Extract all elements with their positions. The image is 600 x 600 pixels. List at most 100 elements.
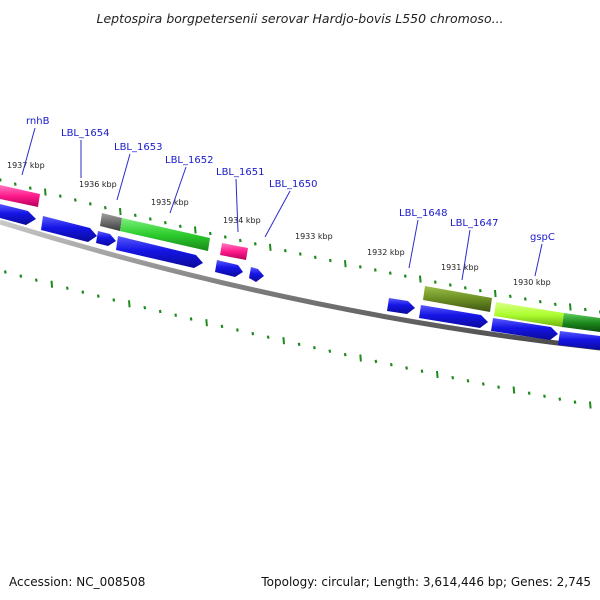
- leader-line: [461, 229, 471, 281]
- minor-tick: [313, 345, 316, 350]
- minor-tick: [238, 238, 242, 243]
- minor-tick: [208, 231, 212, 236]
- gene-label-rnhB[interactable]: rnhB: [21, 116, 50, 176]
- map-title: Leptospira borgpetersenii serovar Hardjo…: [96, 11, 503, 26]
- feature-LBL_1651-pink[interactable]: [220, 243, 248, 260]
- feature-LBL_1654-gray[interactable]: [100, 213, 122, 231]
- cds-arrow[interactable]: [96, 231, 116, 246]
- minor-tick: [253, 242, 257, 246]
- major-tick: [128, 300, 131, 308]
- minor-tick: [433, 280, 437, 284]
- gene-labels: rnhB LBL_1654 LBL_1653 LBL_1652 LBL_1651…: [21, 116, 555, 281]
- minor-tick: [328, 258, 332, 263]
- minor-tick: [112, 298, 116, 302]
- gene-label-LBL_1647[interactable]: LBL_1647: [450, 218, 498, 281]
- minor-tick: [266, 335, 270, 339]
- leader-line: [264, 190, 291, 238]
- minor-tick: [481, 382, 485, 386]
- gene-label-gspC[interactable]: gspC: [530, 232, 555, 277]
- axis-label: 1932 kbp: [367, 248, 405, 257]
- feature-LBL_1653-green[interactable]: [120, 218, 210, 251]
- minor-tick: [297, 342, 301, 347]
- gene-label-text: LBL_1651: [216, 167, 264, 178]
- leader-line: [169, 166, 187, 214]
- minor-tick: [538, 299, 542, 304]
- axis-label: 1934 kbp: [223, 216, 261, 225]
- major-tick: [359, 354, 362, 362]
- minor-tick: [298, 252, 302, 256]
- minor-tick: [73, 198, 77, 202]
- major-tick: [269, 243, 272, 251]
- cds-arrow[interactable]: [116, 236, 203, 268]
- major-tick: [205, 319, 208, 327]
- minor-tick: [403, 274, 407, 278]
- cds-arrow[interactable]: [387, 298, 415, 314]
- minor-tick: [220, 324, 224, 329]
- major-tick: [589, 401, 592, 409]
- chromosome-backbone: [0, 219, 600, 351]
- minor-tick: [148, 217, 152, 221]
- gene-label-text: gspC: [530, 232, 555, 243]
- minor-tick: [189, 317, 193, 321]
- minor-tick: [448, 283, 452, 287]
- minor-tick: [328, 349, 332, 353]
- leader-line: [235, 178, 239, 233]
- feature-rnhB[interactable]: [0, 185, 40, 207]
- axis-labels: 1937 kbp 1936 kbp 1935 kbp 1934 kbp 1933…: [7, 161, 551, 287]
- minor-tick: [251, 331, 255, 336]
- minor-tick: [558, 397, 562, 401]
- gene-label-LBL_1648[interactable]: LBL_1648: [399, 208, 447, 269]
- minor-tick: [88, 202, 92, 206]
- minor-tick: [497, 385, 500, 389]
- cds-arrow[interactable]: [491, 318, 558, 340]
- cds-arrow[interactable]: [0, 204, 36, 225]
- gene-label-LBL_1651[interactable]: LBL_1651: [216, 167, 264, 233]
- leader-line: [534, 243, 543, 277]
- minor-tick: [13, 182, 17, 186]
- minor-tick: [178, 224, 182, 229]
- minor-tick: [553, 302, 557, 307]
- gene-label-LBL_1653[interactable]: LBL_1653: [114, 142, 162, 201]
- major-tick: [50, 280, 54, 288]
- minor-tick: [583, 307, 587, 312]
- minor-tick: [174, 313, 178, 317]
- minor-tick: [466, 379, 470, 383]
- cds-arrow[interactable]: [419, 305, 488, 328]
- minor-tick: [34, 278, 38, 282]
- minor-tick: [236, 328, 239, 332]
- minor-tick: [103, 205, 107, 210]
- axis-label: 1930 kbp: [513, 278, 551, 287]
- leader-line: [408, 219, 419, 269]
- cds-arrow[interactable]: [558, 331, 600, 350]
- outer-tick-ring: [0, 178, 600, 314]
- major-tick: [194, 226, 197, 234]
- minor-tick: [451, 375, 455, 380]
- cds-arrow[interactable]: [41, 216, 97, 242]
- gene-label-text: LBL_1652: [165, 155, 213, 166]
- feature-gspC-darkgreen[interactable]: [562, 313, 600, 332]
- accession-text: Accession: NC_008508: [9, 575, 145, 589]
- minor-tick: [58, 194, 62, 198]
- gene-label-LBL_1650[interactable]: LBL_1650: [264, 179, 317, 238]
- gene-label-LBL_1652[interactable]: LBL_1652: [165, 155, 213, 214]
- cds-arrow[interactable]: [215, 260, 243, 277]
- minor-tick: [96, 294, 100, 298]
- minor-tick: [543, 394, 546, 398]
- feature-LBL_1647-lime[interactable]: [494, 302, 564, 327]
- axis-label: 1936 kbp: [79, 180, 117, 189]
- minor-tick: [343, 352, 347, 357]
- minor-tick: [163, 220, 167, 225]
- gene-label-text: LBL_1650: [269, 179, 317, 190]
- minor-tick: [158, 309, 162, 314]
- cds-arrow[interactable]: [249, 267, 264, 282]
- minor-tick: [0, 178, 2, 182]
- feature-LBL_1648-olive[interactable]: [423, 286, 492, 312]
- major-tick: [119, 207, 122, 216]
- minor-tick: [523, 297, 527, 301]
- major-tick: [419, 275, 422, 283]
- gene-label-text: LBL_1648: [399, 208, 447, 219]
- gene-label-LBL_1654[interactable]: LBL_1654: [61, 128, 109, 178]
- major-tick: [569, 303, 572, 311]
- gene-label-text: LBL_1653: [114, 142, 162, 153]
